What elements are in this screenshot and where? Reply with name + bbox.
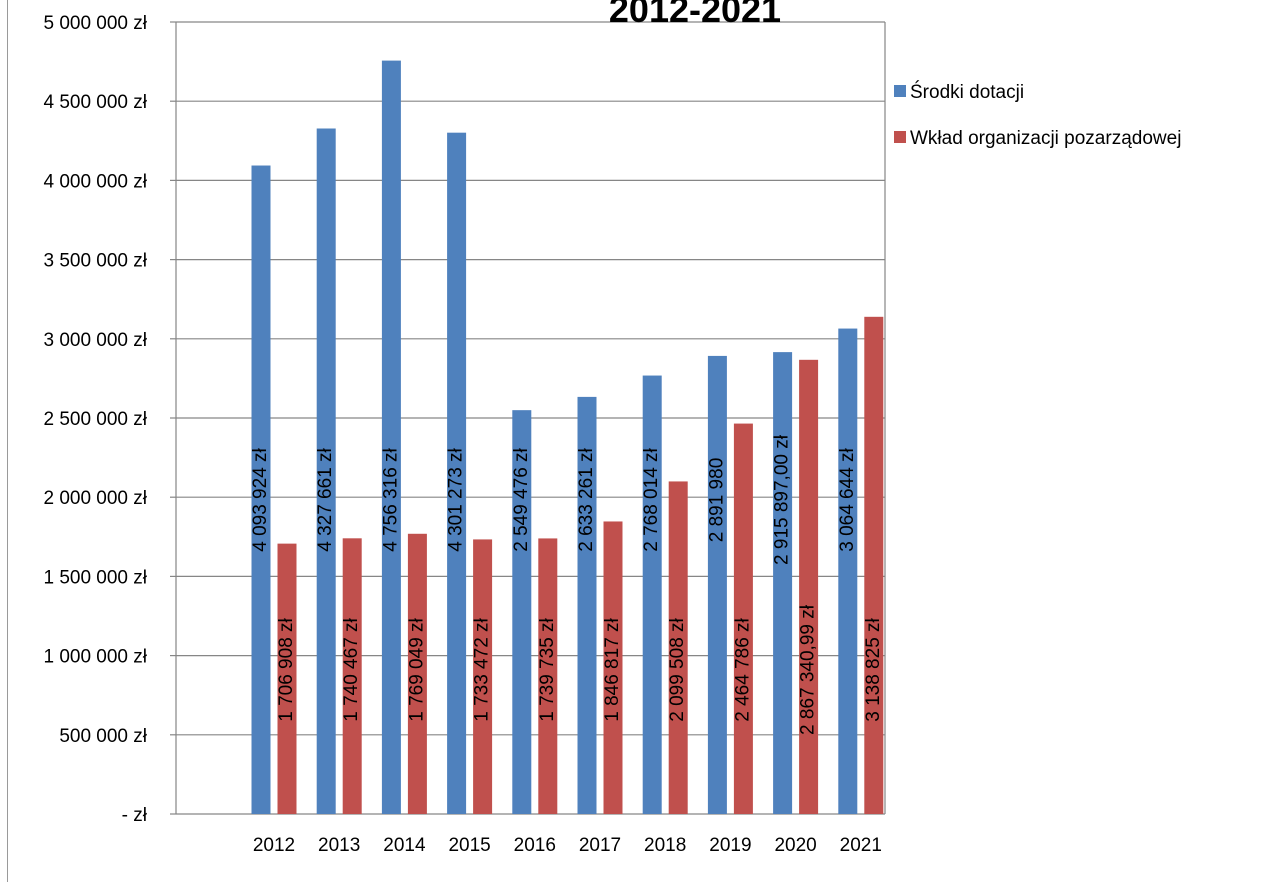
data-label: 1 769 049 zł [406,617,427,721]
bar-srodki-dotacji-2013 [316,128,336,814]
bar-wklad-organizacji-2019 [733,423,753,814]
data-label: 3 064 644 zł [837,447,858,551]
bar-srodki-dotacji-2021 [838,328,858,814]
data-label: 2 464 786 zł [732,617,753,721]
data-label: 4 327 661 zł [315,447,336,551]
data-label: 4 756 316 zł [380,447,401,551]
data-label: 1 846 817 zł [602,617,623,721]
data-label: 4 093 924 zł [250,447,271,551]
legend-label: Środki dotacji [910,81,1024,103]
x-axis-ticks: 2012 2013 2014 2015 2016 2017 2018 2019 2020 2021 [253,835,882,856]
chart-border [7,0,8,882]
data-label: 4 301 273 zł [446,447,467,551]
data-label: 1 706 908 zł [276,617,297,721]
y-axis-ticks: - zł 500 000 zł 1 000 000 zł 1 500 000 zł 2 … [43,13,147,826]
bar-srodki-dotacji-2020 [773,352,793,814]
bar-wklad-organizacji-2020 [799,359,819,814]
data-label: 2 099 508 zł [667,617,688,721]
bar-wklad-organizacji-2016 [538,538,558,814]
x-tick-label: 2018 [644,835,686,856]
bar-wklad-organizacji-2012 [277,543,297,814]
x-tick-label: 2015 [448,835,490,856]
data-label: 2 633 261 zł [576,447,597,551]
legend-label: Wkład organizacji pozarządowej [910,128,1181,149]
y-tick-label: 2 000 000 zł [43,488,147,509]
bar-wklad-organizacji-2013 [342,538,362,814]
bar-srodki-dotacji-2017 [577,396,597,814]
data-label: 2 768 014 zł [641,447,662,551]
bars [251,60,884,815]
x-tick-label: 2017 [579,835,621,856]
bar-srodki-dotacji-2015 [447,132,467,815]
legend: Środki dotacji Wkład organizacji pozarząd… [894,81,1181,149]
y-tick-label: 3 500 000 zł [43,251,147,272]
y-tick-label: 4 500 000 zł [43,92,147,113]
data-label: 2 867 340,99 zł [798,604,819,735]
bar-srodki-dotacji-2014 [381,60,401,814]
y-tick-label: 5 000 000 zł [43,13,147,34]
bar-wklad-organizacji-2021 [864,316,884,814]
x-tick-label: 2013 [318,835,360,856]
data-label: 2 549 476 zł [511,447,532,551]
y-tick-label: 4 000 000 zł [43,171,147,192]
data-label: 3 138 825 zł [863,617,884,721]
bar-srodki-dotacji-2016 [512,410,532,814]
chart-title: 2012-2021 [609,0,781,30]
y-tick-label: 1 500 000 zł [43,567,147,588]
data-label: 1 739 735 zł [537,617,558,721]
bar-srodki-dotacji-2019 [707,355,727,814]
x-tick-label: 2016 [514,835,556,856]
y-tick-label: 3 000 000 zł [43,330,147,351]
legend-swatch [894,131,906,143]
bar-srodki-dotacji-2012 [251,165,271,814]
x-tick-label: 2014 [383,835,426,856]
data-labels: 4 093 924 zł 1 706 908 zł 4 327 661 zł 1 74… [250,434,884,735]
data-label: 1 740 467 zł [341,617,362,721]
legend-swatch [894,85,906,97]
y-tick-label: - zł [122,805,148,826]
y-tick-label: 1 000 000 zł [43,647,147,668]
y-tick-label: 500 000 zł [59,726,147,747]
bar-wklad-organizacji-2015 [473,539,493,814]
data-label: 2 915 897,00 zł [772,434,793,565]
bar-wklad-organizacji-2014 [407,533,427,814]
data-label: 2 891 980 [706,458,727,543]
x-tick-label: 2012 [253,835,295,856]
data-label: 1 733 472 zł [472,617,493,721]
x-tick-label: 2021 [840,835,882,856]
bar-wklad-organizacji-2017 [603,521,623,814]
x-tick-label: 2019 [709,835,751,856]
y-tick-label: 2 500 000 zł [43,409,147,430]
x-tick-label: 2020 [774,835,816,856]
bar-srodki-dotacji-2018 [642,375,662,814]
bar-wklad-organizacji-2018 [668,481,688,814]
